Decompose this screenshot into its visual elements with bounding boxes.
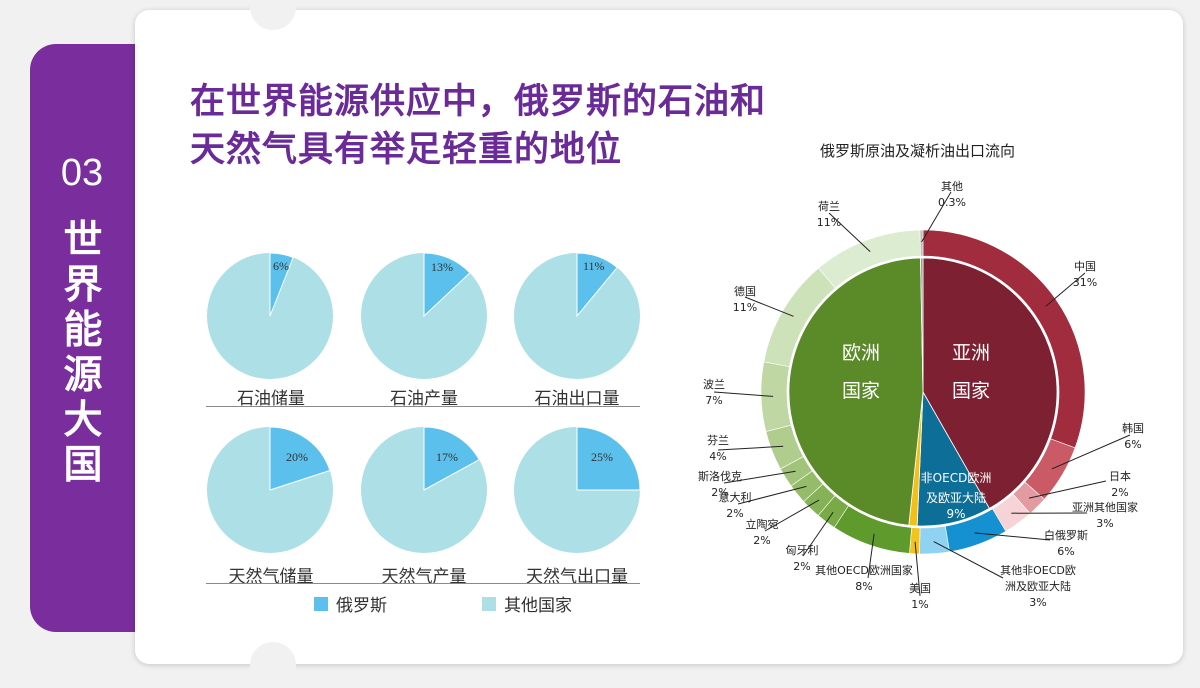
outer-label-pct: 2% bbox=[726, 507, 743, 520]
outer-label-pct: 0.3% bbox=[938, 196, 966, 209]
export-chart-title: 俄罗斯原油及凝析油出口流向 bbox=[820, 140, 1015, 161]
pie-pct-gas-production: 17% bbox=[436, 450, 458, 465]
inner-label-non-oecd: 及欧亚大陆 bbox=[926, 490, 986, 505]
inner-label-asia: 亚洲 bbox=[952, 342, 990, 364]
inner-label-non-oecd: 非OECD欧洲 bbox=[921, 471, 992, 485]
outer-label: 斯洛伐克 bbox=[698, 469, 742, 483]
outer-label-pct: 11% bbox=[817, 216, 841, 229]
outer-label: 匈牙利 bbox=[786, 543, 819, 557]
outer-label-pct: 2% bbox=[1111, 486, 1128, 499]
outer-label: 亚洲其他国家 bbox=[1072, 500, 1138, 514]
outer-label-pct: 7% bbox=[705, 394, 722, 407]
outer-label-pct: 8% bbox=[855, 580, 872, 593]
inner-label-asia: 国家 bbox=[952, 380, 990, 402]
outer-label-pct: 1% bbox=[911, 598, 928, 611]
outer-label-pct: 2% bbox=[711, 486, 728, 499]
outer-label-pct: 3% bbox=[1029, 596, 1046, 609]
outer-label: 韩国 bbox=[1122, 421, 1144, 435]
outer-ring-segment bbox=[761, 362, 791, 432]
outer-label-pct: 2% bbox=[793, 560, 810, 573]
outer-label-pct: 2% bbox=[753, 534, 770, 547]
outer-label-pct: 31% bbox=[1073, 276, 1097, 289]
outer-label: 中国 bbox=[1074, 260, 1096, 273]
inner-label-europe: 欧洲 bbox=[842, 342, 880, 364]
outer-ring-segment bbox=[919, 526, 949, 554]
outer-label: 波兰 bbox=[703, 378, 725, 391]
outer-ring-segment bbox=[920, 230, 923, 256]
export-flow-chart: 欧洲国家亚洲国家非OECD欧洲及欧亚大陆9%中国31%韩国6%日本2%亚洲其他国… bbox=[690, 160, 1190, 620]
outer-label: 立陶宛 bbox=[746, 517, 779, 531]
outer-label-pct: 6% bbox=[1057, 545, 1074, 558]
outer-label: 芬兰 bbox=[707, 434, 729, 447]
outer-label-pct: 11% bbox=[733, 301, 757, 314]
divider-oil bbox=[206, 406, 640, 407]
outer-label: 其他 bbox=[941, 180, 963, 193]
legend-swatch-others bbox=[482, 597, 496, 611]
outer-label: 洲及欧亚大陆 bbox=[1005, 579, 1071, 593]
outer-label-pct: 6% bbox=[1124, 438, 1141, 451]
outer-label: 其他OECD欧洲国家 bbox=[815, 563, 913, 577]
divider-gas bbox=[206, 583, 640, 584]
outer-label-pct: 4% bbox=[709, 450, 726, 463]
outer-label: 美国 bbox=[909, 582, 931, 595]
legend-swatch-russia bbox=[314, 597, 328, 611]
inner-label-non-oecd-pct: 9% bbox=[946, 507, 965, 521]
outer-label: 荷兰 bbox=[818, 200, 840, 213]
inner-label-europe: 国家 bbox=[842, 380, 880, 402]
outer-label: 德国 bbox=[734, 284, 756, 298]
pie-pct-oil-production: 13% bbox=[431, 260, 453, 275]
outer-label: 白俄罗斯 bbox=[1044, 528, 1088, 542]
legend-label-russia: 俄罗斯 bbox=[336, 591, 387, 616]
pie-pct-oil-export: 11% bbox=[583, 259, 605, 274]
pie-pct-oil-reserves: 6% bbox=[273, 259, 289, 274]
pie-pct-gas-reserves: 20% bbox=[286, 450, 308, 465]
outer-label: 日本 bbox=[1109, 469, 1131, 483]
outer-label-pct: 3% bbox=[1096, 517, 1113, 530]
legend-label-others: 其他国家 bbox=[504, 591, 572, 616]
pie-pct-gas-export: 25% bbox=[591, 450, 613, 465]
outer-label: 其他非OECD欧 bbox=[1000, 564, 1076, 577]
